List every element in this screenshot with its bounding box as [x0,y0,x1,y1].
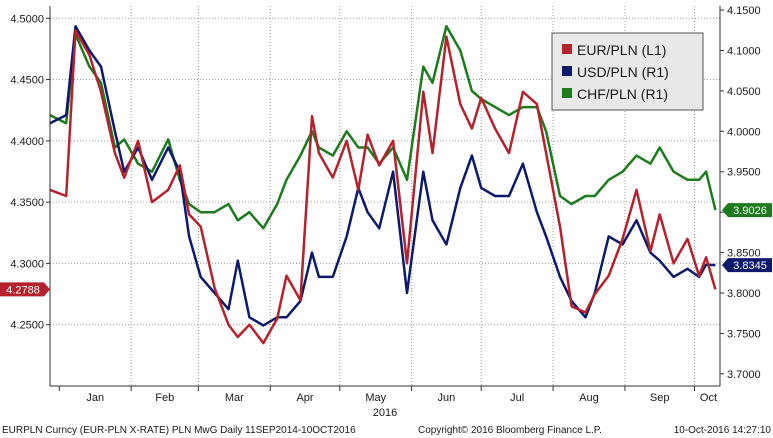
eur-last-value-tag [0,282,50,297]
x-tick-label: Jan [86,392,104,404]
x-tick-label: Jul [510,392,524,404]
right-tick-label: 3.9500 [727,167,761,179]
left-tick-label: 4.2500 [10,320,44,332]
legend-swatch-chf [562,88,572,98]
left-axis: 4.2500 4.3000 4.3500 4.4000 4.4500 4.5000 [10,13,50,332]
eur-pln-line [49,29,717,345]
right-tick-label: 3.7500 [727,328,761,340]
series-lines [49,24,717,345]
right-axis: 3.70003.75003.80003.85003.90003.95004.00… [720,5,761,381]
right-tick-label: 3.8500 [727,248,761,260]
footer-source: EURPLN Curncy (EUR-PLN X-RATE) PLN MwG D… [2,425,356,436]
x-tick-label: May [365,392,386,404]
footer-copyright: Copyright© 2016 Bloomberg Finance L.P. [418,425,602,436]
left-tick-label: 4.4000 [10,136,44,148]
eur-last-value-label: 4.2788 [6,284,40,296]
usd-last-value-tag [722,258,772,273]
legend-box [551,32,704,111]
x-tick-label: Feb [155,392,174,404]
x-tick-label: Sep [650,392,670,404]
legend: EUR/PLN (L1) USD/PLN (R1) CHF/PLN (R1) [551,32,704,111]
right-tick-label: 4.0000 [727,126,761,138]
legend-swatch-eur [562,44,572,54]
usd-pln-line [49,24,716,327]
x-tick-label: Apr [296,392,313,404]
chf-last-value-tag [722,203,772,218]
left-tick-label: 4.3500 [10,197,44,209]
chf-last-value-label: 3.9026 [733,205,767,217]
right-tick-label: 3.8000 [727,288,761,300]
legend-label-chf: CHF/PLN (R1) [577,86,668,102]
x-axis-year-label: 2016 [373,407,397,419]
legend-swatch-usd [562,66,572,76]
usd-last-value-label: 3.8345 [733,260,767,272]
legend-label-usd: USD/PLN (R1) [577,64,669,80]
right-tick-label: 4.1000 [727,45,761,57]
x-axis: Jan Feb Mar Apr May Jun Jul Aug Sep Oct [58,386,717,404]
x-tick-label: Mar [225,392,244,404]
left-tick-label: 4.4500 [10,75,44,87]
x-tick-label: Jun [438,392,456,404]
last-value-tags: 4.2788 3.8345 3.9026 [0,203,772,297]
x-tick-label: Oct [700,392,717,404]
left-tick-label: 4.5000 [10,13,44,25]
left-tick-label: 4.3000 [10,258,44,270]
footer-timestamp: 10-Oct-2016 14:27:10 [674,425,772,436]
right-tick-label: 3.7000 [727,369,761,381]
right-tick-label: 4.0500 [727,86,761,98]
right-tick-label: 4.1500 [727,5,761,17]
legend-label-eur: EUR/PLN (L1) [577,42,666,58]
x-tick-label: Aug [579,392,599,404]
